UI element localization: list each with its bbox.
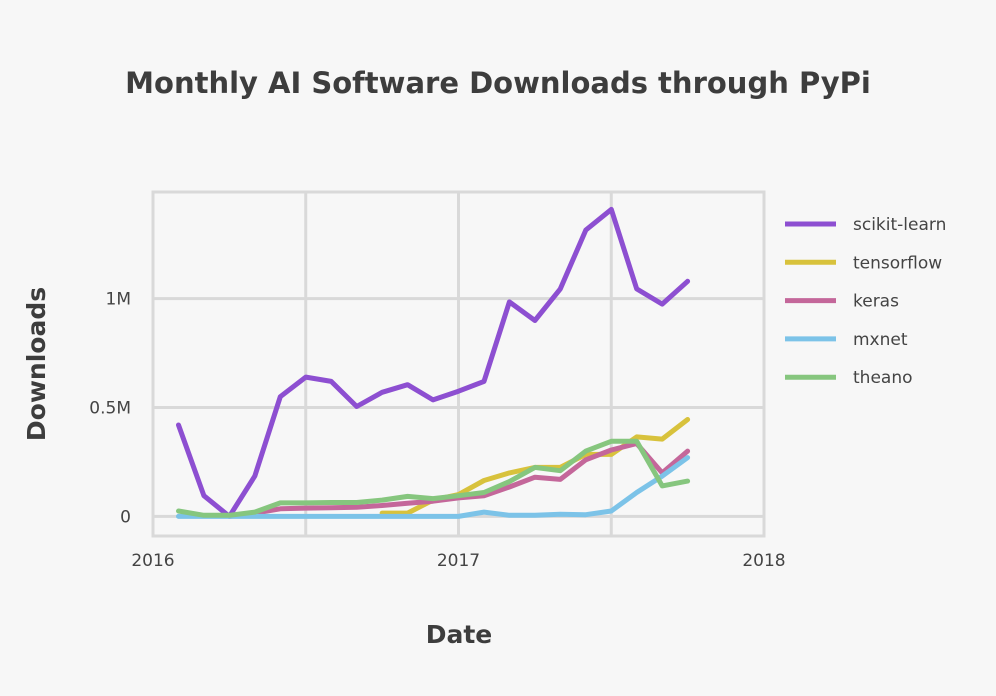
legend-item: scikit-learn	[785, 215, 946, 235]
legend-item: tensorflow	[785, 253, 942, 273]
legend: scikit-learn tensorflow keras mxnet theano	[785, 215, 946, 388]
legend-label: tensorflow	[853, 253, 942, 273]
y-tick-label: 1M	[106, 290, 131, 310]
series-line-scikit-learn	[176, 206, 691, 519]
y-tick-label: 0.5M	[89, 399, 131, 419]
y-tick-labels: 0 0.5M 1M	[89, 290, 131, 528]
x-tick-labels: 2016 2017 2018	[131, 551, 785, 571]
x-tick-label: 2016	[131, 551, 174, 571]
legend-label: theano	[853, 368, 913, 388]
series-line-theano	[176, 438, 691, 518]
y-axis-title: Downloads	[22, 287, 51, 441]
legend-label: scikit-learn	[853, 215, 946, 235]
chart-title: Monthly AI Software Downloads through Py…	[125, 66, 871, 100]
series-line-mxnet	[176, 455, 691, 519]
legend-label: keras	[853, 292, 899, 312]
x-axis-title: Date	[426, 620, 493, 649]
legend-item: theano	[785, 368, 913, 388]
series-lines	[176, 206, 691, 519]
y-tick-label: 0	[120, 507, 131, 527]
legend-item: mxnet	[785, 330, 908, 350]
legend-label: mxnet	[853, 330, 908, 350]
plot-border	[151, 190, 766, 538]
legend-item: keras	[785, 292, 899, 312]
x-tick-label: 2018	[742, 551, 785, 571]
x-tick-label: 2017	[437, 551, 480, 571]
